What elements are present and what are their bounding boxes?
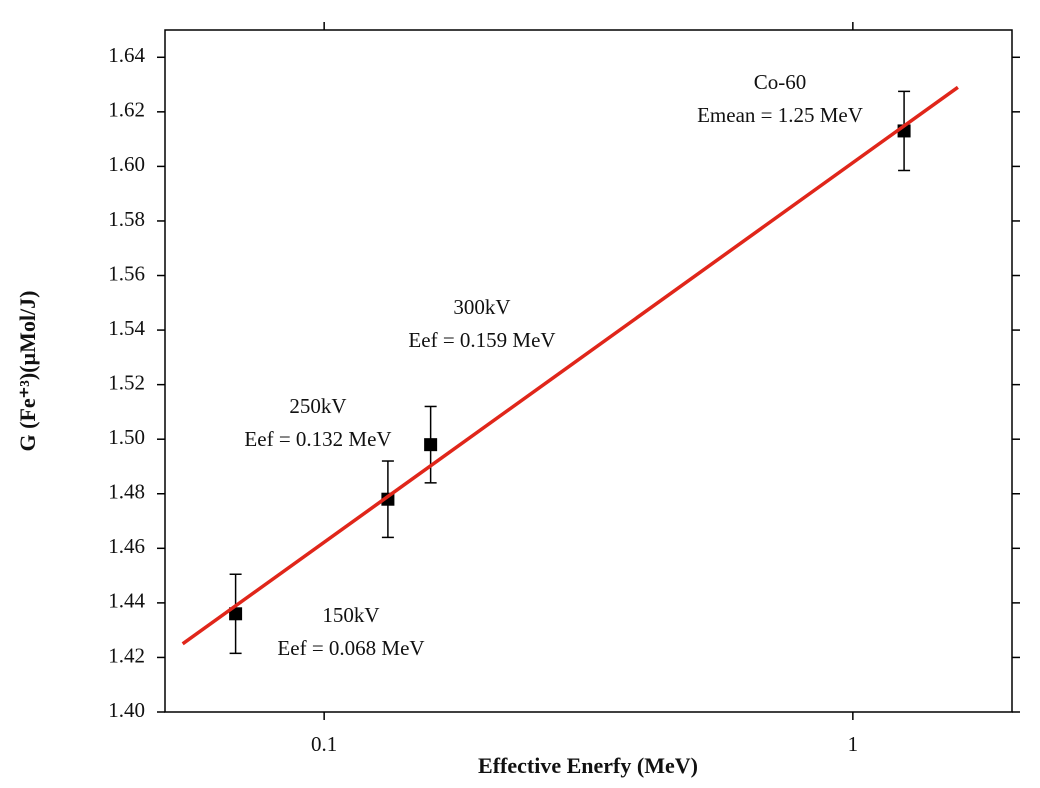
y-tick-label: 1.48 <box>108 480 145 504</box>
x-tick-label: 0.1 <box>311 732 337 756</box>
annotation: 250kV <box>289 394 346 418</box>
annotation: Co-60 <box>754 70 807 94</box>
plot-frame <box>164 29 1013 713</box>
y-axis-title: G (Fe⁺³)(µMol/J) <box>15 291 40 452</box>
point <box>229 607 243 621</box>
x-tick-label: 1 <box>848 732 859 756</box>
y-tick-label: 1.56 <box>108 261 145 285</box>
y-tick-label: 1.58 <box>108 207 145 231</box>
y-tick-label: 1.54 <box>108 316 145 340</box>
annotation: 150kV <box>322 603 379 627</box>
y-tick-label: 1.44 <box>108 589 145 613</box>
y-tick-label: 1.52 <box>108 370 145 394</box>
y-tick-label: 1.60 <box>108 152 145 176</box>
y-tick-label: 1.40 <box>108 698 145 722</box>
x-axis-title: Effective Enerfy (MeV) <box>478 753 698 778</box>
y-tick-label: 1.50 <box>108 425 145 449</box>
y-tick-label: 1.62 <box>108 98 145 122</box>
point <box>424 438 438 452</box>
annotation: Eef = 0.159 MeV <box>408 328 555 352</box>
annotation: Eef = 0.132 MeV <box>244 427 391 451</box>
y-tick-label: 1.64 <box>108 43 145 67</box>
annotation: 300kV <box>453 295 510 319</box>
y-tick-label: 1.42 <box>108 643 145 667</box>
annotation: Emean = 1.25 MeV <box>697 103 863 127</box>
y-tick-label: 1.46 <box>108 534 145 558</box>
fit-line <box>181 85 959 646</box>
annotation: Eef = 0.068 MeV <box>277 636 424 660</box>
